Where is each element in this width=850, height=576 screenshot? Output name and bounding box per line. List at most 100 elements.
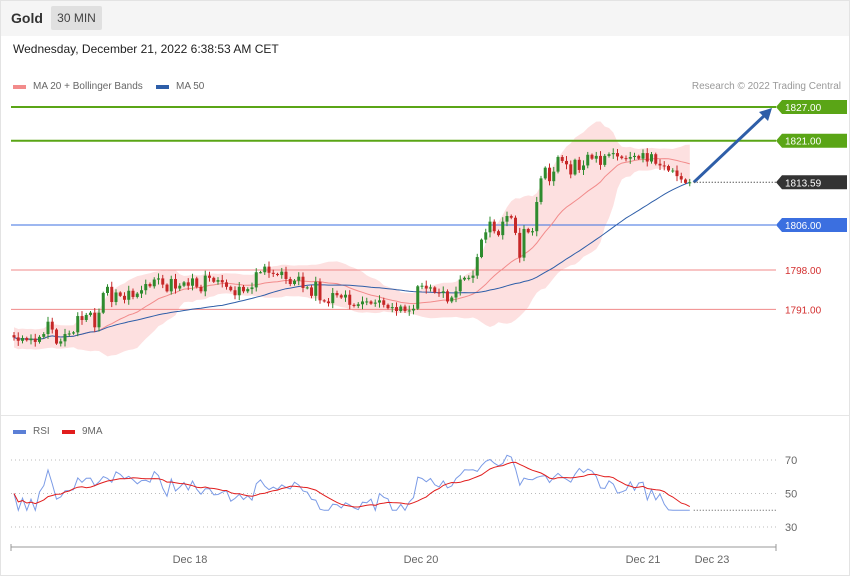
- candle-body: [624, 158, 628, 160]
- x-tick-label: Dec 23: [695, 554, 730, 566]
- candle-body: [667, 166, 670, 171]
- candle-body: [335, 293, 339, 296]
- candle-body: [21, 337, 24, 341]
- candle-body: [356, 304, 360, 306]
- candle-body: [339, 295, 343, 298]
- candle-body: [416, 286, 420, 309]
- candle-body: [135, 293, 139, 297]
- candle-body: [118, 292, 122, 296]
- candle-body: [246, 289, 250, 292]
- timestamp: Wednesday, December 21, 2022 6:38:53 AM …: [13, 42, 279, 56]
- candle-body: [288, 278, 292, 285]
- candle-body: [399, 306, 403, 312]
- candle-body: [225, 282, 228, 287]
- timeframe-button[interactable]: 30 MIN: [51, 6, 102, 30]
- 9ma-line: [13, 461, 691, 508]
- candle-body: [424, 285, 428, 289]
- candle-body: [63, 334, 67, 342]
- candle-body: [67, 333, 71, 335]
- candle-body: [233, 290, 237, 296]
- candle-body: [641, 153, 645, 159]
- candle-body: [305, 287, 309, 289]
- candle-body: [127, 290, 131, 300]
- candle-body: [365, 301, 369, 303]
- level-label-1798: 1798.00: [785, 266, 822, 277]
- x-axis: Dec 18 Dec 20 Dec 21 Dec 23: [10, 544, 777, 566]
- candle-body: [106, 286, 109, 294]
- candle-body: [535, 201, 539, 232]
- candle-body: [284, 271, 288, 279]
- candle-body: [463, 277, 466, 280]
- candle-body: [131, 290, 135, 297]
- candle-body: [395, 307, 398, 312]
- candle-body: [169, 278, 173, 292]
- candle-body: [645, 153, 649, 162]
- candle-body: [531, 231, 534, 233]
- legend-rsi-label: RSI: [33, 426, 50, 437]
- ma20-line: [13, 157, 690, 341]
- level-label-1791: 1791.00: [785, 305, 822, 316]
- candle-body: [46, 321, 50, 335]
- candle-body: [361, 301, 364, 305]
- price-levels: [11, 106, 776, 310]
- candle-body: [33, 338, 37, 342]
- 9ma-swatch: [62, 429, 75, 434]
- candle-body: [250, 287, 254, 290]
- candle-body: [390, 307, 394, 309]
- ma50-swatch: [156, 84, 169, 89]
- candle-body: [203, 275, 207, 292]
- candle-body: [259, 272, 262, 274]
- candle-body: [412, 308, 415, 311]
- candle-body: [101, 293, 105, 313]
- rsi-tick-30: 30: [785, 522, 797, 534]
- candle-body: [178, 285, 182, 289]
- candle-body: [72, 332, 75, 334]
- current-price-label: 1813.59: [785, 178, 822, 189]
- legend-ma50: MA 50: [156, 81, 204, 92]
- candle-body: [628, 157, 632, 159]
- candle-body: [191, 278, 194, 286]
- candle-body: [633, 155, 636, 158]
- candle-body: [679, 176, 683, 180]
- candle-body: [467, 277, 471, 279]
- candle-body: [93, 312, 97, 328]
- candle-body: [620, 156, 624, 159]
- candle-body: [650, 154, 653, 162]
- candle-body: [560, 157, 564, 161]
- candle-body: [403, 306, 407, 312]
- arrow-shaft: [692, 112, 768, 184]
- candle-body: [569, 164, 573, 175]
- candle-body: [84, 314, 88, 320]
- credit-text: Research © 2022 Trading Central: [691, 81, 841, 92]
- candle-body: [76, 316, 80, 333]
- legend-ma50-label: MA 50: [176, 81, 205, 92]
- candle-body: [369, 301, 373, 304]
- projection-arrow: [692, 108, 772, 184]
- arrow-head: [759, 108, 772, 121]
- candle-body: [556, 157, 560, 172]
- candle-body: [582, 165, 585, 170]
- candle-body: [310, 287, 313, 296]
- level-tag-1827: [776, 100, 847, 114]
- candle-body: [352, 304, 356, 306]
- candle-body: [407, 310, 411, 312]
- instrument-title: Gold: [11, 10, 43, 26]
- legend-9ma-label: 9MA: [82, 426, 103, 437]
- candle-body: [80, 316, 84, 320]
- level-tag-1821: [776, 133, 847, 148]
- candle-body: [382, 300, 386, 305]
- rsi-line: [13, 454, 690, 513]
- candle-body: [522, 228, 526, 258]
- candle-body: [607, 154, 611, 156]
- legend-ma20-label: MA 20 + Bollinger Bands: [33, 81, 143, 92]
- candle-body: [611, 153, 615, 155]
- candle-body: [314, 281, 318, 296]
- candle-body: [161, 278, 165, 285]
- candle-body: [140, 290, 143, 294]
- rsi-tick-50: 50: [785, 489, 797, 501]
- candle-body: [548, 167, 551, 182]
- candle-body: [25, 337, 29, 341]
- candle-body: [152, 279, 156, 287]
- candle-body: [212, 277, 216, 282]
- candle-body: [148, 284, 152, 287]
